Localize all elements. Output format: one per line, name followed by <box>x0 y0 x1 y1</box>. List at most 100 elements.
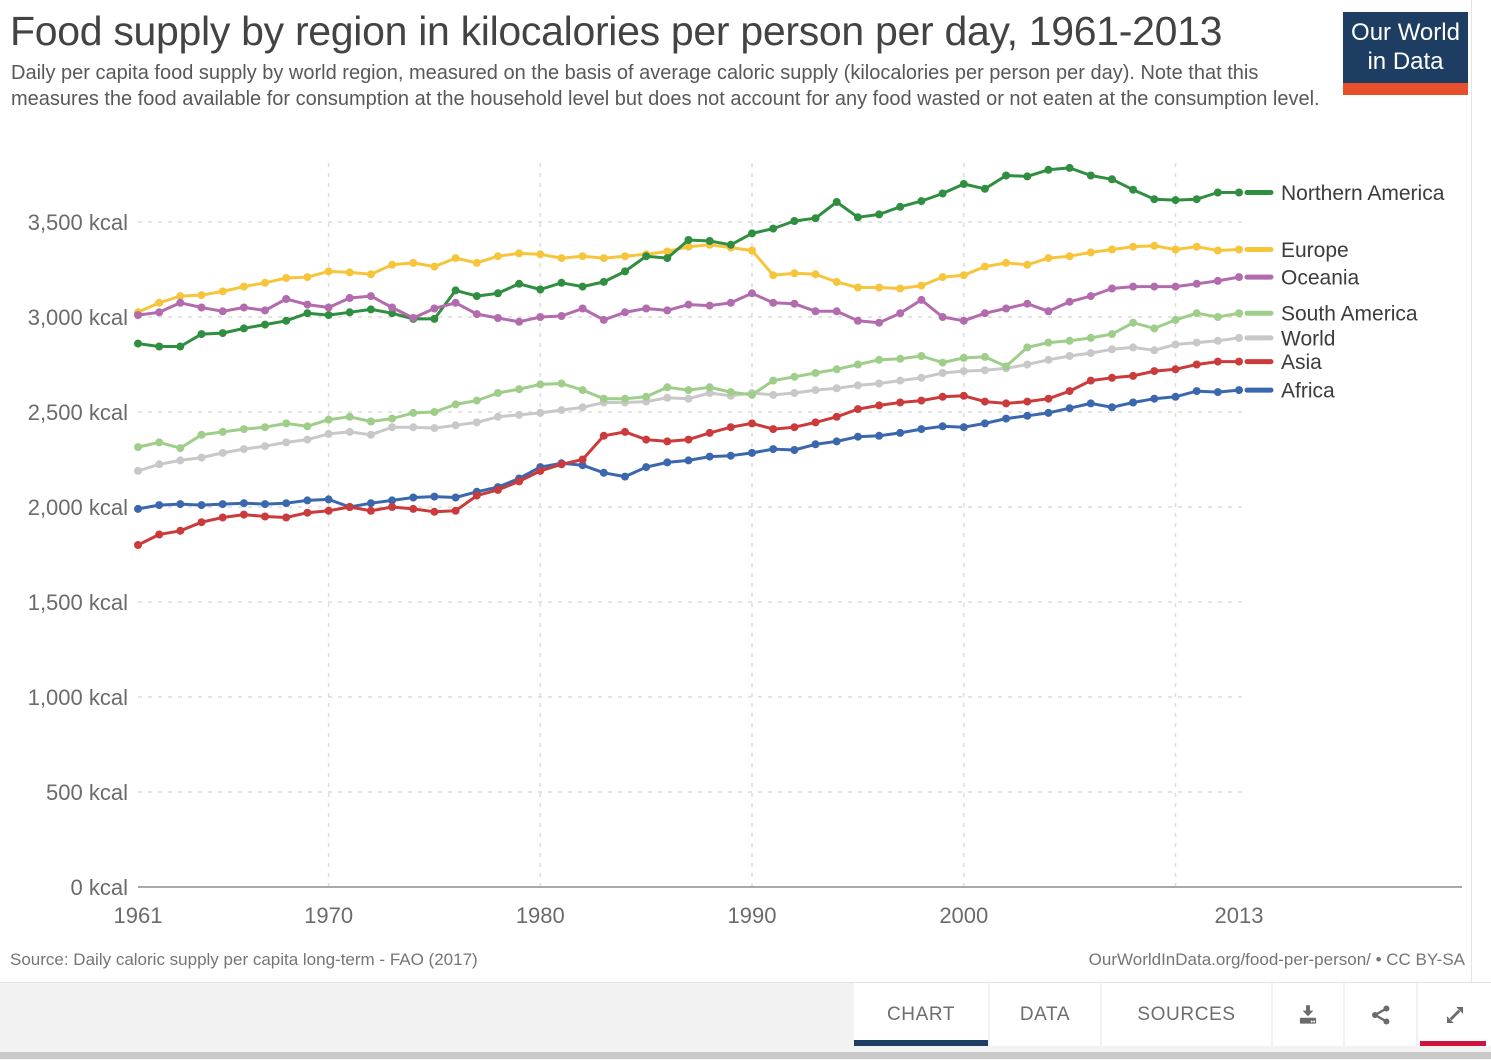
point-south-america-2001[interactable] <box>980 352 989 361</box>
point-northern-america-1982[interactable] <box>578 282 587 291</box>
line-africa[interactable] <box>137 388 1240 511</box>
point-oceania-1979[interactable] <box>515 317 524 326</box>
point-asia-2001[interactable] <box>980 397 989 406</box>
point-world-2000[interactable] <box>959 367 968 376</box>
point-northern-america-1996[interactable] <box>875 210 884 219</box>
point-oceania-1978[interactable] <box>493 314 502 322</box>
point-south-america-1979[interactable] <box>515 385 524 394</box>
point-world-1973[interactable] <box>388 423 397 432</box>
point-south-america-1995[interactable] <box>853 360 862 369</box>
point-oceania-2001[interactable] <box>980 309 989 318</box>
point-world-1996[interactable] <box>875 379 884 388</box>
point-south-america-2004[interactable] <box>1044 338 1053 347</box>
point-africa-1965[interactable] <box>218 500 227 509</box>
point-africa-2012[interactable] <box>1213 388 1222 397</box>
point-world-1977[interactable] <box>472 418 481 427</box>
point-world-2009[interactable] <box>1150 346 1159 355</box>
point-world-1979[interactable] <box>515 410 524 419</box>
point-world-1991[interactable] <box>769 390 778 399</box>
point-europe-2009[interactable] <box>1150 241 1159 250</box>
point-asia-1986[interactable] <box>663 437 672 446</box>
point-northern-america-1989[interactable] <box>726 240 735 249</box>
point-south-america-1985[interactable] <box>642 392 651 401</box>
point-asia-2000[interactable] <box>959 391 968 400</box>
point-northern-america-1986[interactable] <box>663 254 672 263</box>
point-south-america-2003[interactable] <box>1023 343 1032 352</box>
point-northern-america-1971[interactable] <box>345 308 354 317</box>
point-asia-1985[interactable] <box>642 435 651 444</box>
point-africa-1990[interactable] <box>748 448 756 457</box>
point-world-2006[interactable] <box>1086 349 1095 358</box>
point-asia-2007[interactable] <box>1108 373 1116 382</box>
point-south-america-2012[interactable] <box>1213 313 1222 321</box>
point-oceania-1971[interactable] <box>345 294 354 302</box>
point-asia-1992[interactable] <box>790 423 799 432</box>
point-south-america-1997[interactable] <box>896 354 905 363</box>
point-world-1994[interactable] <box>832 384 841 393</box>
point-europe-1996[interactable] <box>875 283 884 292</box>
point-oceania-1965[interactable] <box>218 307 227 316</box>
point-south-america-1987[interactable] <box>684 386 693 395</box>
point-oceania-1983[interactable] <box>599 315 608 324</box>
point-south-america-1993[interactable] <box>811 369 820 377</box>
point-europe-1982[interactable] <box>578 252 587 261</box>
point-africa-2005[interactable] <box>1065 404 1074 413</box>
point-south-america-1976[interactable] <box>451 400 460 409</box>
point-asia-1994[interactable] <box>832 412 841 421</box>
point-asia-2006[interactable] <box>1086 376 1095 385</box>
point-europe-1994[interactable] <box>832 277 841 286</box>
point-world-1972[interactable] <box>366 430 375 439</box>
point-world-1967[interactable] <box>261 442 269 451</box>
point-northern-america-1980[interactable] <box>536 285 545 294</box>
legend-item-south-america[interactable]: South America <box>1244 303 1418 326</box>
point-south-america-2011[interactable] <box>1192 309 1201 318</box>
point-world-2010[interactable] <box>1171 340 1180 349</box>
point-asia-1971[interactable] <box>345 503 354 511</box>
point-europe-2008[interactable] <box>1129 242 1138 251</box>
point-europe-1975[interactable] <box>430 262 439 271</box>
point-africa-1976[interactable] <box>451 493 460 502</box>
point-south-america-1988[interactable] <box>705 383 714 392</box>
point-oceania-1989[interactable] <box>726 298 735 307</box>
point-south-america-1990[interactable] <box>748 390 756 399</box>
point-world-1980[interactable] <box>536 408 545 417</box>
point-south-america-1975[interactable] <box>430 408 439 416</box>
point-europe-2006[interactable] <box>1086 248 1095 257</box>
point-europe-2003[interactable] <box>1023 260 1032 269</box>
point-south-america-1994[interactable] <box>832 365 841 374</box>
point-south-america-1964[interactable] <box>197 430 206 439</box>
point-asia-1968[interactable] <box>282 513 291 522</box>
point-europe-1976[interactable] <box>451 254 460 263</box>
point-oceania-1961[interactable] <box>134 311 142 320</box>
point-northern-america-1981[interactable] <box>557 278 566 287</box>
point-oceania-1975[interactable] <box>430 304 439 313</box>
point-asia-2003[interactable] <box>1023 397 1032 406</box>
point-asia-1988[interactable] <box>705 428 714 437</box>
point-asia-1995[interactable] <box>853 405 862 414</box>
point-world-1974[interactable] <box>409 423 418 432</box>
point-europe-2005[interactable] <box>1065 252 1074 261</box>
point-world-1997[interactable] <box>896 376 905 385</box>
point-northern-america-1961[interactable] <box>134 339 142 348</box>
point-northern-america-2010[interactable] <box>1171 196 1180 205</box>
point-south-america-1967[interactable] <box>261 423 269 432</box>
point-world-1976[interactable] <box>451 421 460 430</box>
point-south-america-2009[interactable] <box>1150 324 1159 333</box>
point-asia-1984[interactable] <box>621 427 629 436</box>
point-europe-1986[interactable] <box>663 247 672 256</box>
point-oceania-2003[interactable] <box>1023 299 1032 308</box>
point-northern-america-2011[interactable] <box>1192 195 1201 204</box>
point-world-1981[interactable] <box>557 406 566 415</box>
point-europe-1970[interactable] <box>324 267 333 276</box>
point-northern-america-1963[interactable] <box>176 342 185 351</box>
point-asia-1969[interactable] <box>303 508 312 517</box>
point-africa-1962[interactable] <box>155 501 164 510</box>
point-oceania-1967[interactable] <box>261 306 269 315</box>
point-oceania-2012[interactable] <box>1213 276 1222 285</box>
point-oceania-1976[interactable] <box>451 298 460 307</box>
point-south-america-2006[interactable] <box>1086 333 1095 342</box>
point-world-1982[interactable] <box>578 403 587 412</box>
point-africa-1991[interactable] <box>769 445 778 454</box>
point-northern-america-1968[interactable] <box>282 316 291 325</box>
point-asia-1977[interactable] <box>472 491 481 500</box>
